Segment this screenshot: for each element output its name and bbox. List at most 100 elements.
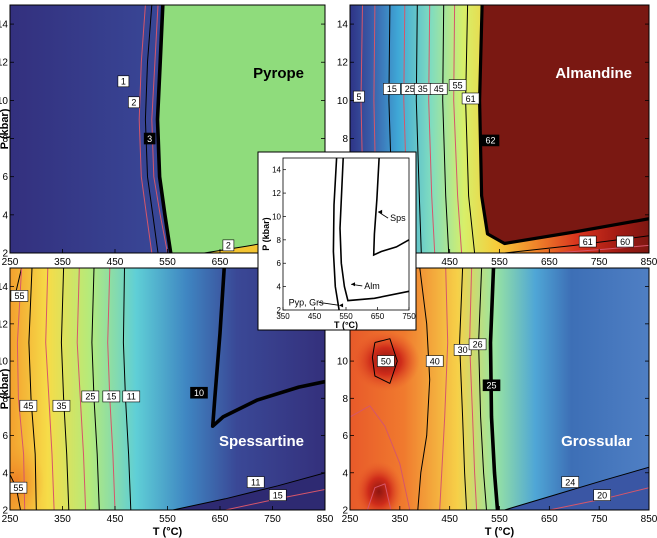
grossular-title: Grossular: [561, 433, 632, 450]
pyrope-contour-label-text: 2: [131, 98, 136, 108]
pyrope-contour-0: [138, 5, 153, 253]
almandine-y-tick-label: 14: [337, 20, 349, 31]
almandine-contour-label-box: [578, 235, 597, 248]
almandine-y-tick-label: 10: [337, 96, 349, 107]
pyrope-contour-label-box: [128, 96, 140, 109]
almandine-x-tick-label: 450: [441, 257, 458, 268]
grossular-contour-label-4: 25: [482, 379, 501, 392]
inset-x-tick-label: 650: [371, 312, 385, 321]
inset-x-tick-label: 450: [308, 312, 322, 321]
grossular-contour-label-text: 24: [565, 477, 575, 487]
inset-label-1: Alm: [350, 281, 380, 291]
almandine-contour-label-8: 61: [578, 235, 597, 248]
grossular-y-tick-label: 4: [342, 468, 348, 479]
pyrope-x-tick-label: 450: [107, 257, 124, 268]
inset-label-2: Pyp, Grs: [289, 297, 344, 308]
inset-x-axis-label: T (°C): [334, 320, 358, 330]
grossular-contour-label-text: 20: [597, 490, 607, 500]
grossular-contour-label-box: [468, 338, 487, 351]
grossular-contour-label-3: 26: [468, 338, 487, 351]
pyrope-y-tick-label: 12: [0, 58, 8, 69]
inset-boundary-1: [339, 157, 410, 302]
spessartine-contour-label-text: 15: [273, 490, 283, 500]
pyrope-contour-label-2: 3: [143, 132, 156, 145]
spessartine-contour-label-box: [246, 476, 265, 488]
grossular-contour-label-1: 40: [425, 355, 444, 367]
almandine-contour-label-box: [448, 79, 467, 91]
grossular-x-axis-label: T (°C): [485, 526, 515, 538]
spessartine-contour-label-text: 55: [13, 483, 23, 493]
almandine-x-tick-label: 850: [641, 257, 657, 268]
spessartine-contour-label-box: [52, 399, 71, 412]
almandine-contour-8: [465, 5, 476, 253]
pyrope-contour-label-1: 2: [128, 96, 140, 109]
almandine-contour-label-3: 35: [413, 83, 432, 95]
spessartine-x-tick-label: 750: [264, 514, 281, 525]
grossular-y-tick-label: 10: [337, 357, 349, 368]
almandine-contour-label-box: [383, 83, 401, 95]
almandine-contour-label-text: 25: [405, 84, 415, 94]
inset-y-tick-label: 12: [272, 189, 281, 198]
almandine-contour-label-box: [481, 134, 500, 147]
almandine-contour-9: [478, 5, 649, 246]
pyrope-y-tick-label: 2: [2, 249, 8, 260]
almandine-contour-4: [415, 5, 422, 253]
inset-label-0: Sps: [377, 209, 406, 223]
pyrope-y-tick-label: 6: [2, 172, 8, 183]
spessartine-y-tick-label: 2: [2, 506, 8, 517]
almandine-contour-6: [442, 5, 450, 253]
pyrope-contour-1: [144, 5, 159, 253]
inset-y-tick-label: 10: [272, 212, 281, 221]
spessartine-x-axis-label: T (°C): [153, 526, 183, 538]
inset-y-axis-label: P (kbar): [261, 217, 271, 250]
spessartine-contour-label-box: [102, 390, 121, 403]
pyrope-y-axis-label: P (kbar): [0, 108, 11, 149]
spessartine-contour-label-text: 25: [85, 392, 95, 402]
pyrope-x-tick-label: 650: [212, 257, 229, 268]
inset-label-text: Sps: [390, 213, 406, 223]
almandine-contour-label-5: 55: [448, 79, 467, 91]
grossular-hotspot-lower: [354, 461, 403, 510]
spessartine-contour-label-box: [19, 399, 38, 412]
grossular-contour-6: [459, 268, 468, 510]
grossular-contour-label-box: [593, 489, 611, 501]
spessartine-y-tick-label: 8: [2, 394, 8, 405]
almandine-contour-label-text: 15: [387, 84, 397, 94]
almandine-contour-label-box: [429, 83, 448, 95]
spessartine-contour-label-text: 15: [106, 392, 116, 402]
spessartine-contour-label-3: 25: [81, 390, 100, 403]
spessartine-contour-label-7: 55: [10, 481, 28, 494]
grossular-contour-label-text: 30: [458, 345, 468, 355]
almandine-contour-label-box: [616, 235, 634, 248]
almandine-contour-label-box: [353, 90, 365, 103]
pyrope-contour-label-0: 1: [117, 75, 130, 88]
spessartine-contour-2: [28, 268, 37, 510]
spessartine-x-tick-label: 350: [54, 514, 71, 525]
grossular-x-tick-label: 350: [391, 514, 408, 525]
spessartine-contour-3: [45, 268, 55, 510]
grossular-contour-label-text: 40: [430, 356, 440, 366]
almandine-contour-label-text: 35: [418, 84, 428, 94]
spessartine-contour-label-4: 15: [102, 390, 121, 403]
almandine-contour-label-4: 45: [429, 83, 448, 95]
grossular-contour-label-2: 30: [453, 344, 472, 356]
spessartine-y-tick-label: 6: [2, 431, 8, 442]
almandine-contour-label-0: 5: [353, 90, 365, 103]
grossular-y-tick-label: 2: [342, 506, 348, 517]
almandine-contour-label-text: 45: [434, 84, 444, 94]
spessartine-x-tick-label: 850: [317, 514, 334, 525]
grossular-contour-8: [478, 268, 487, 510]
almandine-contour-label-text: 62: [486, 136, 496, 146]
spessartine-contour-label-8: 11: [246, 476, 265, 488]
spessartine-contour-5: [76, 268, 87, 510]
almandine-y-tick-label: 8: [342, 134, 348, 145]
grossular-contour-label-box: [561, 476, 580, 488]
almandine-contour-label-text: 61: [583, 237, 593, 247]
grossular-contour-3: [366, 483, 392, 510]
grossular-contour-7: [469, 268, 478, 510]
grossular-contour-label-6: 20: [593, 489, 611, 501]
spessartine-y-tick-label: 10: [0, 357, 8, 368]
almandine-contour-5: [428, 5, 436, 253]
pyrope-title: Pyrope: [253, 65, 304, 82]
spessartine-x-tick-label: 450: [107, 514, 124, 525]
